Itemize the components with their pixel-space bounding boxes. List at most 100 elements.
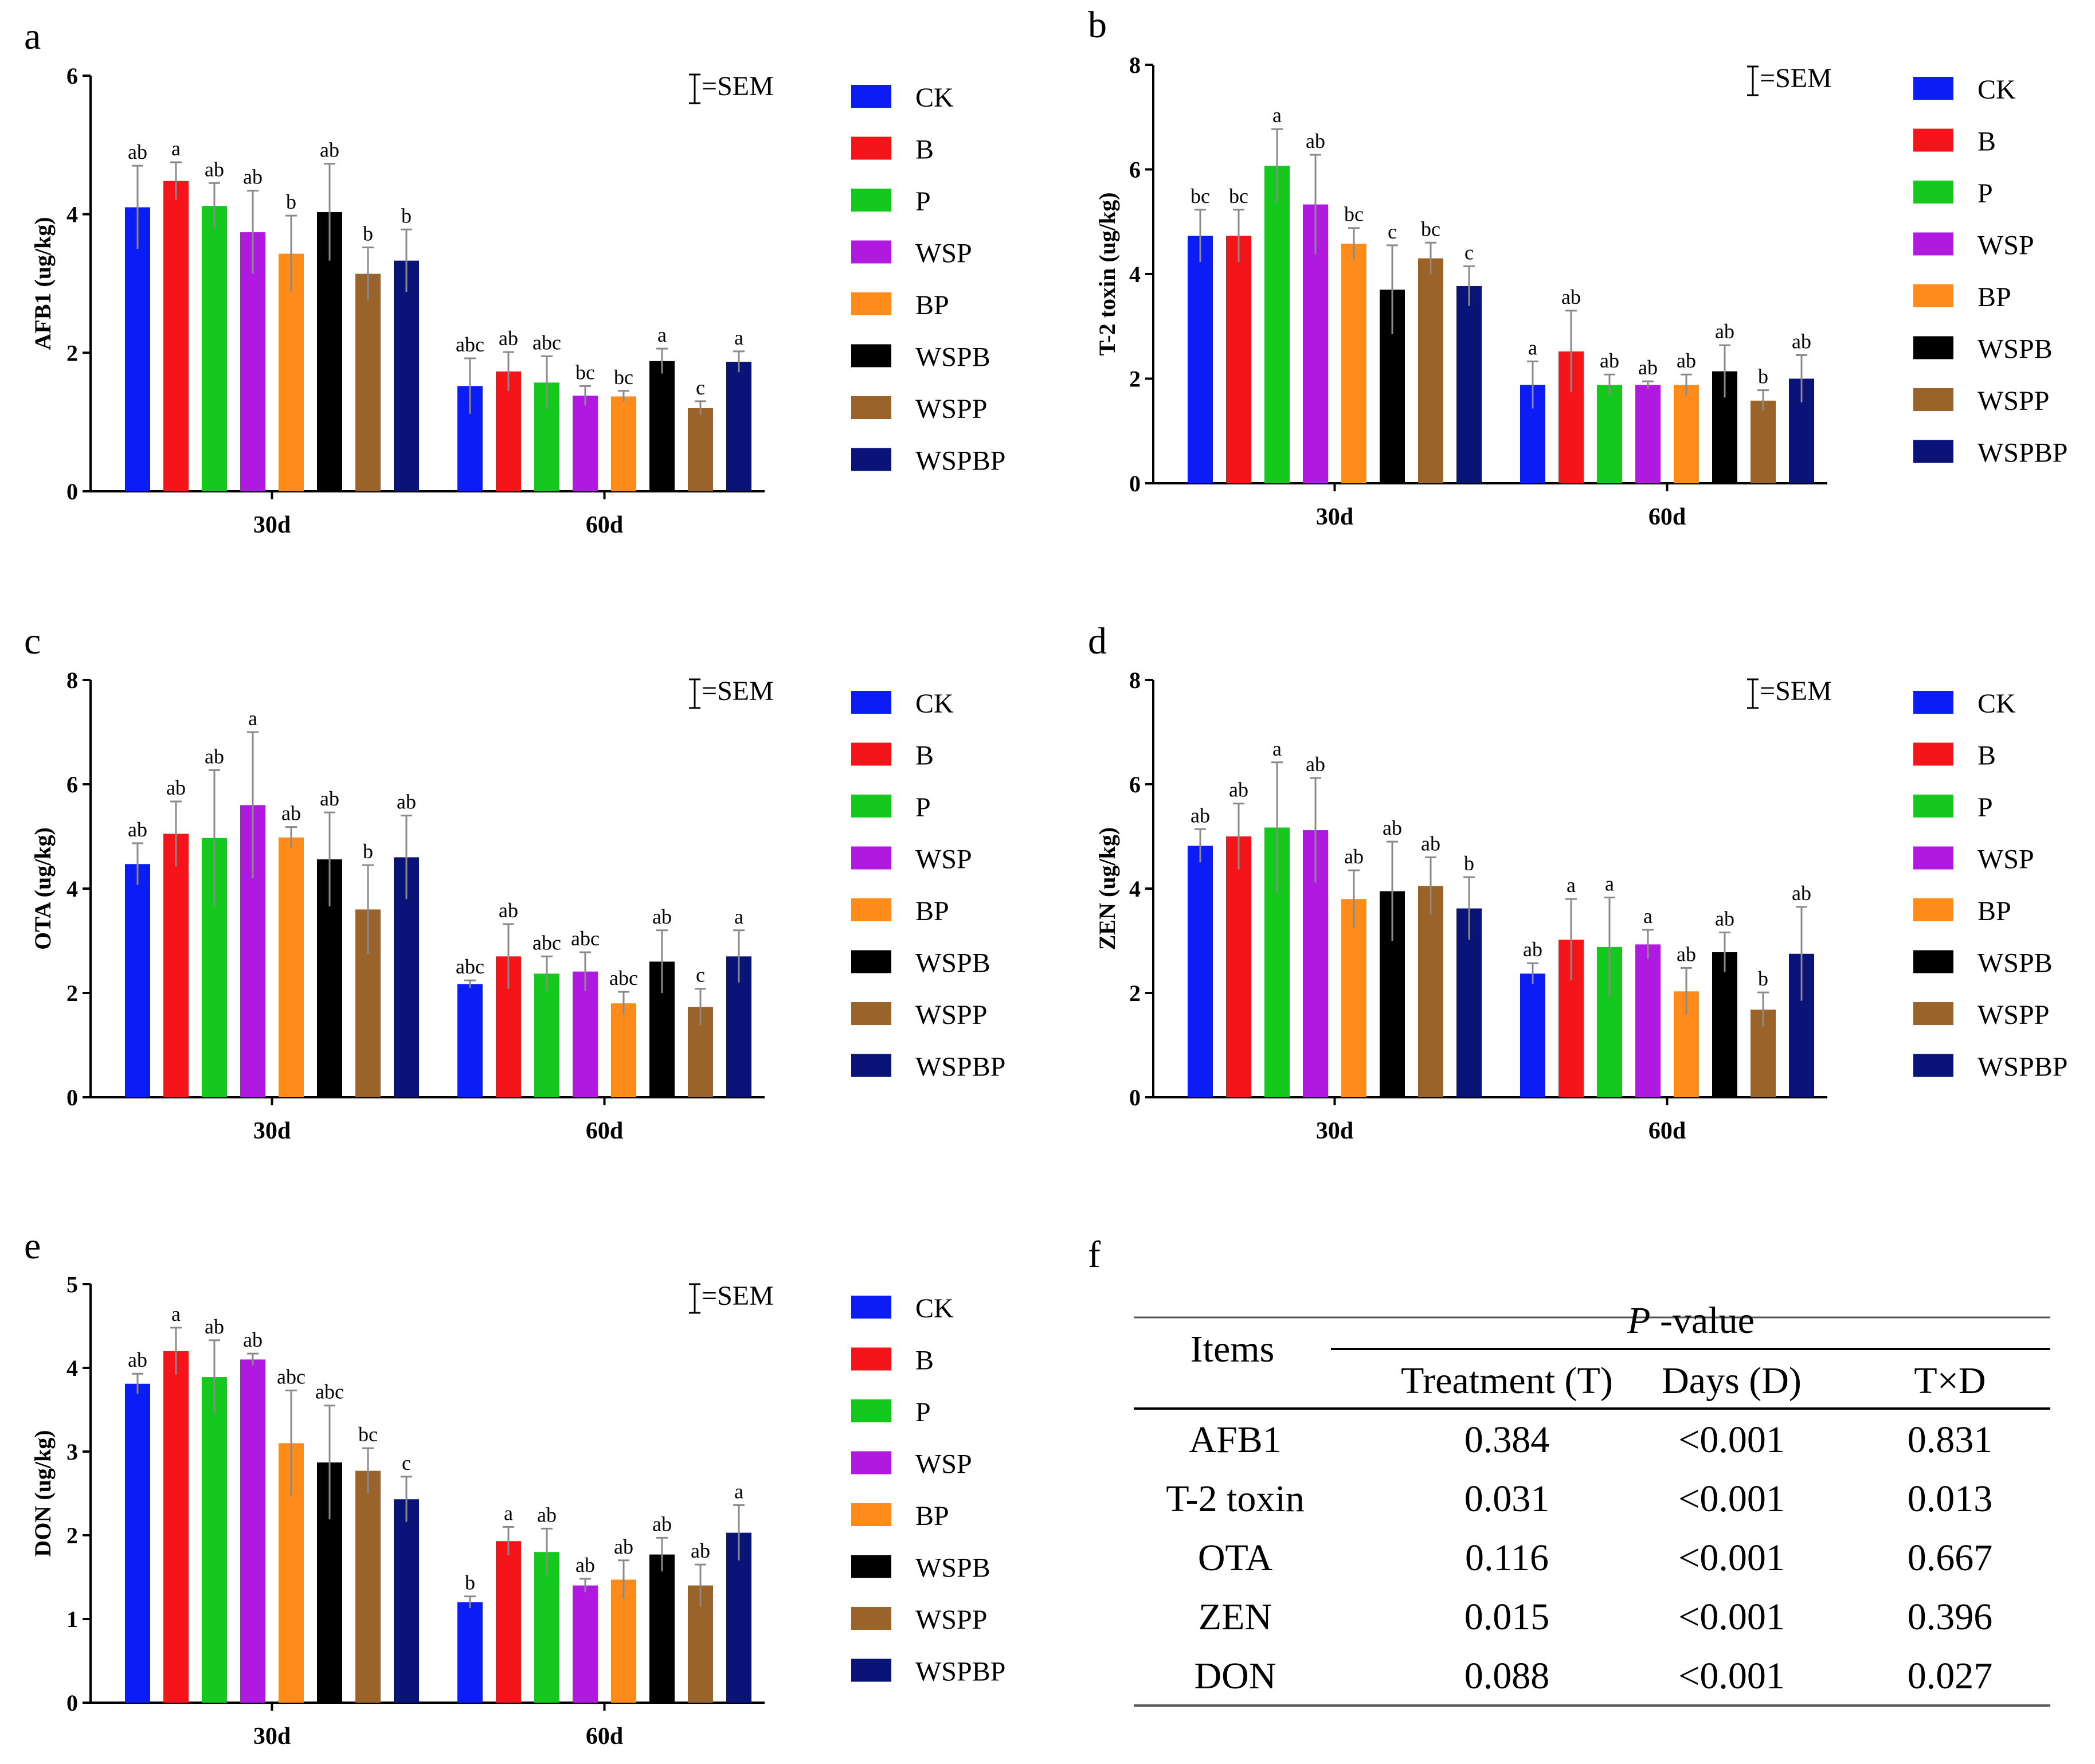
legend-label-wspb: WSPB: [915, 1553, 990, 1583]
table-row-item: OTA: [1198, 1537, 1273, 1579]
bar-ck: [125, 1383, 150, 1703]
table-row-item: DON: [1195, 1655, 1276, 1697]
legend-label-wspp: WSPP: [1977, 1000, 2049, 1030]
significance-letter: ab: [397, 791, 416, 813]
significance-letter: ab: [281, 802, 301, 825]
y-tick-label: 3: [66, 1439, 78, 1465]
y-tick-label: 5: [66, 1272, 78, 1297]
significance-letter: c: [696, 376, 705, 399]
table-row-item: AFB1: [1189, 1419, 1281, 1461]
pvalue-suffix: -value: [1650, 1300, 1754, 1341]
y-tick-label: 0: [1129, 1085, 1141, 1110]
y-tick-label: 0: [1129, 471, 1141, 496]
bar-b: [496, 1541, 521, 1703]
bar-bp: [279, 253, 304, 491]
table-col-header-treatment: Treatment (T): [1401, 1360, 1613, 1402]
pvalue-italic-p: P: [1627, 1300, 1650, 1341]
legend-swatch-p: [1913, 181, 1953, 204]
significance-letter: ab: [128, 818, 147, 841]
legend-label-ck: CK: [1977, 75, 2016, 105]
legend-swatch-wspb: [851, 950, 891, 973]
significance-letter: ab: [320, 787, 339, 810]
significance-letter: b: [363, 222, 373, 245]
table-row-item: ZEN: [1199, 1596, 1272, 1638]
bar-wspp: [355, 273, 381, 491]
significance-letter: a: [1605, 872, 1614, 895]
y-tick-label: 0: [66, 1690, 78, 1716]
legend-swatch-wspb: [1913, 336, 1953, 359]
significance-letter: c: [402, 1452, 411, 1474]
y-axis-label: DON (ug/kg): [30, 1430, 56, 1556]
bar-p: [1264, 166, 1290, 483]
significance-letter: a: [734, 1480, 743, 1503]
significance-letter: bc: [1421, 217, 1440, 240]
significance-letter: b: [363, 840, 373, 863]
significance-letter: b: [465, 1571, 475, 1594]
y-tick-label: 1: [66, 1606, 78, 1632]
x-tick-label: 60d: [1648, 1118, 1686, 1144]
significance-letter: abc: [315, 1380, 344, 1403]
legend-swatch-wspp: [1913, 1002, 1953, 1025]
significance-letter: ab: [499, 899, 518, 922]
panel-letter-d: d: [1088, 620, 1107, 662]
panel-letter-e: e: [24, 1225, 41, 1267]
legend-label-wspb: WSPB: [915, 342, 990, 373]
significance-letter: abc: [609, 967, 638, 989]
significance-letter: ab: [205, 1315, 224, 1338]
bar-b: [163, 1351, 189, 1703]
significance-letter: ab: [243, 1328, 263, 1351]
y-tick-label: 2: [66, 1523, 78, 1548]
legend-label-wspp: WSPP: [915, 394, 987, 424]
legend-label-bp: BP: [1977, 896, 2011, 926]
significance-letter: abc: [456, 955, 484, 978]
table-col-header-txd: T×D: [1914, 1360, 1986, 1402]
y-tick-label: 0: [66, 1085, 78, 1110]
bar-ck: [1188, 236, 1213, 483]
legend-label-p: P: [915, 792, 931, 823]
legend-label-b: B: [915, 135, 934, 165]
legend-label-wsp: WSP: [915, 1449, 972, 1480]
legend-label-wspp: WSPP: [915, 1605, 987, 1635]
y-tick-label: 2: [66, 340, 78, 366]
panel-letter-b: b: [1088, 4, 1107, 46]
legend-swatch-b: [851, 1347, 891, 1371]
bar-wspb: [1712, 952, 1737, 1097]
legend-swatch-ck: [851, 1296, 891, 1319]
significance-letter: a: [734, 905, 743, 928]
significance-letter: bc: [358, 1423, 378, 1446]
table-cell: <0.001: [1678, 1537, 1785, 1579]
significance-letter: ab: [1715, 320, 1734, 343]
legend-label-wspbp: WSPBP: [915, 1657, 1005, 1687]
x-tick-label: 60d: [586, 1723, 623, 1750]
bar-b: [496, 371, 521, 491]
significance-letter: ab: [537, 1503, 557, 1526]
bar-p: [202, 206, 227, 491]
table-cell: 0.027: [1908, 1655, 1993, 1697]
bar-bp: [1341, 244, 1366, 483]
legend-swatch-bp: [851, 898, 891, 921]
significance-letter: a: [657, 323, 667, 346]
legend-swatch-wspbp: [851, 1659, 891, 1682]
legend-swatch-wspb: [1913, 950, 1953, 973]
y-tick-label: 2: [1129, 366, 1141, 392]
bar-wspbp: [726, 1532, 751, 1703]
table-cell: 0.116: [1465, 1537, 1549, 1579]
legend-label-wspbp: WSPBP: [1977, 1052, 2067, 1082]
legend-label-p: P: [1977, 792, 1993, 823]
bar-wsp: [573, 1585, 598, 1703]
significance-letter: ab: [575, 1554, 595, 1577]
x-tick-label: 30d: [253, 1118, 291, 1144]
significance-letter: ab: [128, 1348, 147, 1371]
table-cell: <0.001: [1678, 1419, 1785, 1461]
legend-swatch-ck: [851, 691, 891, 714]
x-tick-label: 60d: [586, 1118, 623, 1144]
table-col-header-days: Days (D): [1662, 1360, 1802, 1402]
legend-label-bp: BP: [915, 896, 949, 926]
legend-label-ck: CK: [915, 1293, 954, 1324]
significance-letter: ab: [1638, 356, 1658, 379]
legend-swatch-wsp: [851, 846, 891, 870]
significance-letter: ab: [614, 1535, 633, 1558]
significance-letter: a: [1272, 737, 1282, 760]
legend-swatch-wspbp: [1913, 440, 1953, 463]
